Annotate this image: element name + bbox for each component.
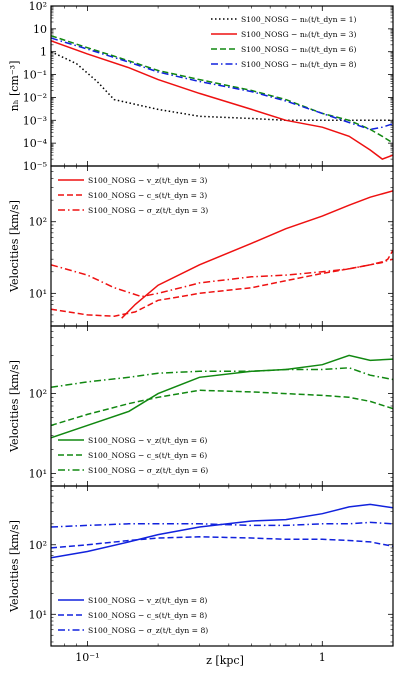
panel-1: 10² 10 1 10⁻¹ 10⁻² 10⁻³ 10⁻⁴ 10⁻⁵ nₕ [cm⁻³] S100_… <box>8 0 394 173</box>
y-tick-label: 10⁻⁵ <box>23 160 47 173</box>
y-tick-label: 10⁻² <box>23 91 47 104</box>
panel-frame <box>50 485 394 647</box>
legend-label: S100_NOSG − σ_z(t/t_dyn = 3) <box>88 206 208 215</box>
legend-label: S100_NOSG − c_s(t/t_dyn = 6) <box>88 451 207 460</box>
panel-frame <box>50 325 394 487</box>
y-tick-label: 10² <box>29 0 47 13</box>
legend-label: S100_NOSG − σ_z(t/t_dyn = 6) <box>88 466 208 475</box>
y-tick-label: 1 <box>40 46 47 59</box>
y-tick-label: 10¹ <box>29 608 47 621</box>
x-tick-label: 1 <box>319 651 326 664</box>
x-axis-label: z [kpc] <box>206 654 244 667</box>
series-line-2 <box>51 536 393 549</box>
series-line-1 <box>51 354 393 439</box>
y-tick-label: 10² <box>29 216 47 229</box>
series-group <box>51 34 393 160</box>
shared-x-axis: 10⁻¹ 1 <box>75 651 326 664</box>
series-line-2 <box>51 389 393 427</box>
legend: S100_NOSG − v_z(t/t_dyn = 3) S100_NOSG − … <box>58 176 208 215</box>
series-line-3 <box>51 367 393 389</box>
legend-label: S100_NOSG − v_z(t/t_dyn = 3) <box>88 176 207 185</box>
series-line-1 <box>51 503 393 559</box>
legend-label: S100_NOSG − c_s(t/t_dyn = 8) <box>88 611 207 620</box>
series-line-2 <box>51 40 393 160</box>
y-tick-label: 10² <box>29 388 47 401</box>
panel-2: 10² 10¹ Velocities [km/s] S100_NOSG − v_z(t… <box>8 165 394 327</box>
y-tick-label: 10¹ <box>29 287 47 300</box>
panel-3: 10² 10¹ Velocities [km/s] S100_NOSG − v_z(t… <box>8 325 394 487</box>
y-axis-label: Velocities [km/s] <box>8 200 21 293</box>
y-tick-label: 10² <box>29 539 47 552</box>
legend-label: S100_NOSG − c_s(t/t_dyn = 3) <box>88 191 207 200</box>
panel-4: 10² 10¹ Velocities [km/s] S100_NOSG − v_z(t… <box>8 485 394 647</box>
series-line-1 <box>121 190 393 319</box>
series-group <box>51 503 393 559</box>
series-group <box>51 190 393 319</box>
series-line-2 <box>51 249 393 317</box>
series-line-3 <box>51 258 393 298</box>
legend: S100_NOSG − v_z(t/t_dyn = 6) S100_NOSG − … <box>58 436 208 475</box>
legend: S100_NOSG − v_z(t/t_dyn = 8) S100_NOSG − … <box>58 596 208 635</box>
series-line-3 <box>51 34 393 144</box>
legend-label: S100_NOSG − v_z(t/t_dyn = 6) <box>88 436 207 445</box>
legend-label: S100_NOSG − nₕ(t/t_dyn = 8) <box>241 60 356 69</box>
y-axis-label: Velocities [km/s] <box>8 360 21 453</box>
x-tick-label: 10⁻¹ <box>75 651 99 664</box>
y-axis-label: nₕ [cm⁻³] <box>8 61 21 112</box>
panel-frame <box>50 165 394 327</box>
y-tick-label: 10¹ <box>29 468 47 481</box>
legend-label: S100_NOSG − σ_z(t/t_dyn = 8) <box>88 626 208 635</box>
y-tick-label: 10⁻⁴ <box>23 137 48 150</box>
series-line-3 <box>51 521 393 528</box>
panels: 10² 10 1 10⁻¹ 10⁻² 10⁻³ 10⁻⁴ 10⁻⁵ nₕ [cm⁻³] S100_… <box>8 0 394 647</box>
series-line-4 <box>51 37 393 131</box>
legend-label: S100_NOSG − nₕ(t/t_dyn = 6) <box>241 45 356 54</box>
y-axis-label: Velocities [km/s] <box>8 520 21 613</box>
series-group <box>51 354 393 439</box>
legend-label: S100_NOSG − v_z(t/t_dyn = 8) <box>88 596 207 605</box>
legend: S100_NOSG − nₕ(t/t_dyn = 1) S100_NOSG − n… <box>211 15 356 69</box>
legend-label: S100_NOSG − nₕ(t/t_dyn = 1) <box>241 15 356 24</box>
y-tick-label: 10⁻³ <box>23 114 47 127</box>
legend-label: S100_NOSG − nₕ(t/t_dyn = 3) <box>241 30 356 39</box>
y-tick-label: 10⁻¹ <box>23 69 47 82</box>
y-tick-label: 10 <box>33 23 47 36</box>
